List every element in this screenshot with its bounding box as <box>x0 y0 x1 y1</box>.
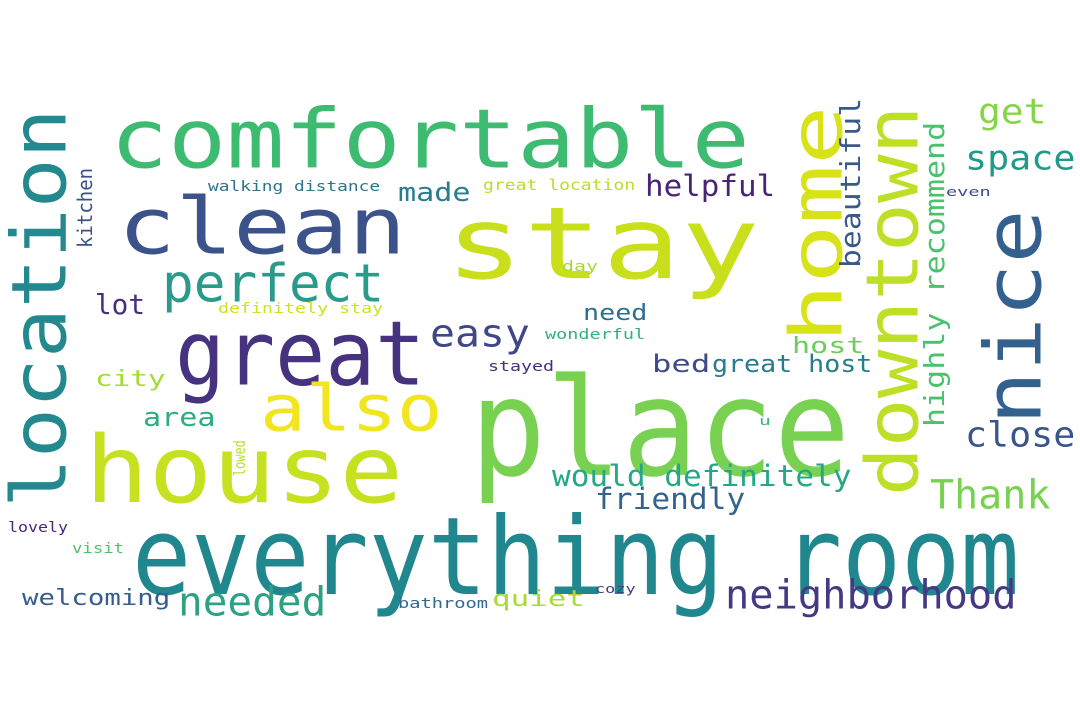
word-easy: easy <box>430 311 530 357</box>
word-clean: clean <box>118 181 407 273</box>
word-cozy: cozy <box>595 580 636 597</box>
word-great-host: great host <box>712 350 873 379</box>
word-helpful: helpful <box>645 168 776 204</box>
word-bathroom: bathroom <box>398 595 489 613</box>
word-bed: bed <box>652 350 711 379</box>
word-walking-distance: walking distance <box>208 178 381 196</box>
word-location: location <box>0 108 85 509</box>
word-wonderful: wonderful <box>545 326 646 344</box>
word-kitchen: kitchen <box>73 167 98 248</box>
word-lovely: lovely <box>8 519 69 537</box>
word-highly-recommend: highly recommend <box>918 121 952 427</box>
word-definitely-stay: definitely stay <box>218 300 384 318</box>
word-made: made <box>398 176 471 208</box>
word-nice: nice <box>968 209 1060 425</box>
word-great-location: great location <box>483 176 636 195</box>
word-u: u <box>759 412 771 429</box>
word-needed: needed <box>178 578 327 626</box>
word-great: great <box>175 302 426 407</box>
word-get: get <box>978 91 1047 133</box>
word-lot: lot <box>95 288 146 322</box>
word-city: city <box>95 365 166 392</box>
word-thank: Thank <box>930 471 1051 519</box>
word-stayed: stayed <box>488 358 555 376</box>
word-welcoming: welcoming <box>22 584 171 611</box>
word-space: space <box>965 139 1076 179</box>
word-day: day <box>562 258 599 276</box>
word-visit: visit <box>72 540 125 558</box>
word-perfect: perfect <box>162 252 385 315</box>
word-also: also <box>260 372 443 447</box>
word-friendly: friendly <box>595 481 746 517</box>
word-beautiful: beautiful <box>834 97 868 268</box>
word-stay: stay <box>445 186 760 303</box>
word-need: need <box>583 299 648 326</box>
word-host: host <box>792 332 865 359</box>
word-house: house <box>85 416 404 525</box>
word-lowed: lowed <box>229 440 250 476</box>
word-neighborhood: neighborhood <box>725 571 1017 619</box>
word-area: area <box>143 401 216 433</box>
word-would-definitely: would definitely <box>552 458 852 494</box>
word-everything-room: everything room <box>132 495 1020 621</box>
word-even: even <box>946 183 991 200</box>
word-comfortable: comfortable <box>110 92 750 188</box>
word-place: place <box>470 350 851 508</box>
word-close: close <box>965 414 1076 456</box>
word-quiet: quiet <box>492 585 585 612</box>
